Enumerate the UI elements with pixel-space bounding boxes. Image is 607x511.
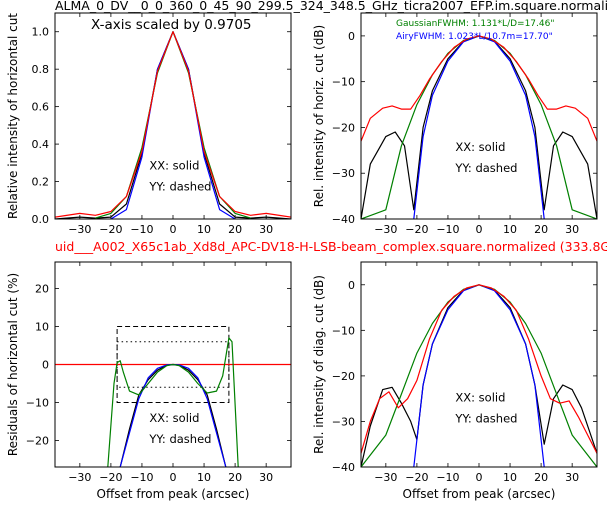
x-tick-label: 30 <box>259 471 273 484</box>
x-tick-label: 30 <box>565 223 579 236</box>
y-tick-label: 0.4 <box>32 138 50 151</box>
series-line-1 <box>361 284 597 467</box>
x-tick-label: 0 <box>170 471 177 484</box>
x-tick-label: −10 <box>436 471 459 484</box>
x-tick-label: −30 <box>68 471 91 484</box>
x-tick-label: 0 <box>170 223 177 236</box>
y-tick-label: −30 <box>332 167 355 180</box>
y-axis-label: Relative intensity of horizontal cut <box>6 13 20 219</box>
plot-area <box>361 284 597 467</box>
series-line-3 <box>361 35 597 219</box>
x-axis-label: Offset from peak (arcsec) <box>97 487 250 501</box>
y-tick-label: −10 <box>26 396 49 409</box>
x-tick-label: 20 <box>534 223 548 236</box>
series-line-2 <box>413 35 545 219</box>
fwhm-legend-1: GaussianFWHM: 1.131*L/D=17.46" <box>396 19 554 29</box>
x-tick-label: 10 <box>503 223 517 236</box>
y-tick-label: 0 <box>42 359 49 372</box>
x-tick-label: 10 <box>503 471 517 484</box>
legend-text-1: XX: solid <box>455 390 505 404</box>
y-tick-label: −20 <box>332 121 355 134</box>
x-tick-label: −20 <box>99 223 122 236</box>
x-tick-label: −10 <box>130 223 153 236</box>
axes-frame <box>360 12 598 220</box>
series-line-4 <box>361 284 597 454</box>
x-tick-label: −30 <box>68 223 91 236</box>
chart-panel-3: −30 −20 −10 0 10 20 30 −20 −10 0 10 20 Residuals of … <box>6 261 292 501</box>
axes-frame <box>54 12 292 220</box>
x-tick-label: 10 <box>197 223 211 236</box>
legend-text-2: YY: dashed <box>148 432 211 446</box>
y-tick-label: −40 <box>332 213 355 226</box>
legend-text-2: YY: dashed <box>454 161 517 175</box>
x-tick-label: −20 <box>405 471 428 484</box>
chart-panel-2: −30 −20 −10 0 10 20 30 −40 −30 −20 −10 0 Rel. intens… <box>312 12 598 236</box>
axes-frame <box>360 261 598 468</box>
chart-panel-1: −30 −20 −10 0 10 20 30 0.0 0.2 0.4 0.6 0.8 1.0 Relati… <box>6 12 292 236</box>
legend-text-2: YY: dashed <box>148 180 211 194</box>
x-tick-label: 30 <box>565 471 579 484</box>
x-tick-label: 20 <box>228 471 242 484</box>
middle-title: uid___A002_X65c1ab_Xd8d_APC-DV18-H-LSB-b… <box>55 239 607 254</box>
y-axis-label: Residuals of horizontal cut (%) <box>6 273 20 456</box>
y-tick-label: 1.0 <box>32 26 50 39</box>
y-tick-label: −20 <box>26 434 49 447</box>
y-tick-label: −30 <box>332 415 355 428</box>
x-axis-label: Offset from peak (arcsec) <box>403 487 556 501</box>
legend-text-1: XX: solid <box>149 411 199 425</box>
x-tick-label: −30 <box>374 471 397 484</box>
y-tick-label: 20 <box>35 283 49 296</box>
y-tick-label: 10 <box>35 321 49 334</box>
legend-text-1: XX: solid <box>149 159 199 173</box>
x-tick-label: 10 <box>197 471 211 484</box>
plot-area <box>55 326 291 467</box>
y-tick-label: 0.6 <box>32 101 50 114</box>
y-tick-label: −10 <box>332 76 355 89</box>
y-tick-label: −20 <box>332 370 355 383</box>
y-axis-label: Rel. intensity of horiz. cut (dB) <box>312 25 326 207</box>
fwhm-legend-2: AiryFWHM: 1.023*L/10.7m=17.70" <box>396 32 553 42</box>
series-line-4 <box>55 31 291 218</box>
scale-annotation: X-axis scaled by 0.9705 <box>91 17 252 33</box>
y-tick-label: 0.2 <box>32 176 50 189</box>
series-line-2 <box>413 284 545 467</box>
axes-frame <box>54 261 292 468</box>
x-tick-label: −20 <box>99 471 122 484</box>
x-tick-label: −20 <box>405 223 428 236</box>
plot-area <box>55 31 291 219</box>
y-tick-label: 0.8 <box>32 63 50 76</box>
x-tick-label: −10 <box>436 223 459 236</box>
x-tick-label: 20 <box>534 471 548 484</box>
x-tick-label: 0 <box>476 223 483 236</box>
series-line-4 <box>107 337 239 467</box>
series-line-1 <box>361 35 597 219</box>
x-tick-label: 20 <box>228 223 242 236</box>
x-tick-label: −30 <box>374 223 397 236</box>
x-tick-label: 30 <box>259 223 273 236</box>
series-line-4 <box>361 35 597 142</box>
legend-text-1: XX: solid <box>455 140 505 154</box>
x-tick-label: −10 <box>130 471 153 484</box>
x-tick-label: 0 <box>476 471 483 484</box>
y-tick-label: −10 <box>332 324 355 337</box>
y-axis-label: Rel. intensity of diag. cut (dB) <box>312 275 326 454</box>
y-tick-label: 0.0 <box>32 213 50 226</box>
series-line-3 <box>361 284 597 467</box>
y-tick-label: −40 <box>332 461 355 474</box>
y-tick-label: 0 <box>348 279 355 292</box>
chart-panel-4: −30 −20 −10 0 10 20 30 −40 −30 −20 −10 0 Rel. intens… <box>312 261 598 501</box>
y-tick-label: 0 <box>348 30 355 43</box>
legend-text-2: YY: dashed <box>454 411 517 425</box>
plot-area <box>361 35 597 219</box>
top-title: ALMA_0_DV__0_0_360_0_45_90_299.5_324_348… <box>55 0 607 13</box>
